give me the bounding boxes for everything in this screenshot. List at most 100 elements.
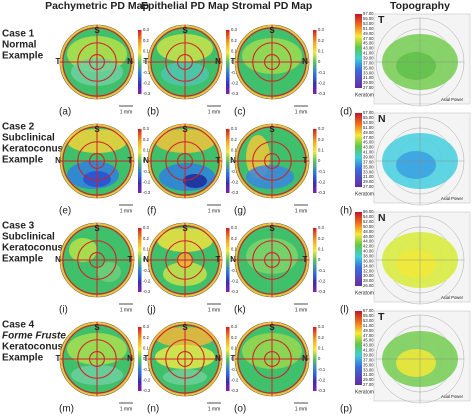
pd-scale-label: 0 (143, 59, 146, 64)
pd-scale-label: -0.3 (318, 91, 326, 96)
pd-scale-label: -0.2 (318, 179, 326, 184)
keratometric-label: Keratometric (355, 92, 384, 98)
topo-region (396, 52, 436, 80)
column-header: Stromal PD Map (232, 0, 313, 12)
meridian-label: T (231, 57, 236, 66)
pd-scale-label: -0.3 (318, 190, 326, 195)
pd-scale-label: -0.1 (318, 367, 326, 372)
topo-scale-label: 44.00 (363, 239, 374, 244)
topo-scale-label: 29.00 (363, 377, 374, 382)
pd-colorbar (138, 327, 142, 391)
panel-letter: (e) (59, 206, 71, 217)
panel-letter: (l) (340, 305, 349, 316)
pd-scale-label: -0.2 (143, 377, 151, 382)
topo-scale-label: 35.00 (363, 164, 374, 169)
pd-scale-label: -0.3 (143, 190, 151, 195)
topo-scale-label: 49.00 (363, 328, 374, 333)
topo-scale-label: 41.00 (363, 150, 374, 155)
pd-colorbar (313, 129, 317, 193)
topo-scale-label: 47.00 (363, 135, 374, 140)
pd-scale-label: 0.3 (318, 126, 324, 131)
pd-scale-label: 0.3 (318, 225, 324, 230)
row-label: Case 4 (2, 320, 35, 331)
pd-scale-label: -0.1 (318, 70, 326, 75)
meridian-label: N (230, 255, 236, 264)
topo-colorbar (355, 311, 362, 385)
meridian-label: N (302, 354, 308, 363)
pd-scale-label: 0 (318, 158, 321, 163)
scale-bar-label: 1 mm (120, 109, 133, 115)
topo-scale-label: 33.00 (363, 70, 374, 75)
topo-scale-label: 30.00 (363, 273, 374, 278)
meridian-label: S (269, 323, 275, 332)
pd-colorbar (226, 327, 230, 391)
topo-scale-label: 45.00 (363, 338, 374, 343)
pd-map (234, 222, 310, 298)
topo-scale-label: 54.00 (363, 214, 374, 219)
meridian-label: T (144, 57, 149, 66)
topo-scale-label: 51.00 (363, 125, 374, 130)
pd-scale-label: -0.3 (143, 91, 151, 96)
pd-scale-label: 0.3 (231, 126, 237, 131)
pd-scale-label: -0.2 (318, 278, 326, 283)
topo-scale-label: 37.00 (363, 60, 374, 65)
row-label: Example (2, 51, 44, 62)
pd-colorbar (313, 228, 317, 292)
panel-letter: (g) (234, 206, 246, 217)
pd-colorbar (226, 30, 230, 94)
meridian-label: S (182, 26, 188, 35)
topo-scale-label: 47.00 (363, 333, 374, 338)
pd-scale-label: -0.3 (318, 289, 326, 294)
meridian-label: S (94, 224, 100, 233)
pd-scale-label: -0.1 (318, 268, 326, 273)
topo-scale-label: 36.00 (363, 258, 374, 263)
pd-colorbar (138, 129, 142, 193)
pd-scale-label: -0.1 (231, 367, 239, 372)
pd-map (234, 321, 310, 397)
pd-scale-label: -0.3 (231, 190, 239, 195)
meridian-label: N (143, 255, 149, 264)
pd-scale-label: 0 (143, 257, 146, 262)
row-label: Keratoconus (2, 243, 64, 254)
panel-letter: (k) (234, 305, 246, 316)
meridian-label: T (56, 57, 61, 66)
meridian-label: T (216, 156, 221, 165)
topo-scale-label: 39.00 (363, 155, 374, 160)
panel-letter: (o) (234, 404, 246, 415)
pd-scale-label: 0 (318, 59, 321, 64)
pd-scale-label: 0 (231, 257, 234, 262)
pd-map (234, 123, 310, 199)
pd-scale-label: -0.3 (143, 388, 151, 393)
pd-scale-label: 0.3 (231, 324, 237, 329)
meridian-label: S (94, 323, 100, 332)
pd-scale-label: -0.2 (143, 80, 151, 85)
scale-bar-label: 1 mm (120, 208, 133, 214)
pd-scale-label: 0 (231, 59, 234, 64)
map-region (183, 174, 207, 188)
pd-map (59, 123, 135, 199)
meridian-label: S (269, 224, 275, 233)
topo-scale-label: 55.00 (363, 313, 374, 318)
meridian-label: N (302, 57, 308, 66)
pd-scale-label: 0.1 (231, 48, 237, 53)
pd-scale-label: 0 (143, 158, 146, 163)
topo-scale-label: 55.00 (363, 16, 374, 21)
meridian-label: S (182, 323, 188, 332)
meridian-label: S (182, 125, 188, 134)
pd-colorbar (226, 129, 230, 193)
topo-scale-label: 35.00 (363, 362, 374, 367)
topo-scale-label: 43.00 (363, 46, 374, 51)
pd-scale-label: 0.3 (143, 27, 149, 32)
pd-scale-label: -0.2 (318, 80, 326, 85)
topo-scale-label: 51.00 (363, 26, 374, 31)
topo-orientation: T (378, 311, 385, 323)
meridian-label: N (55, 255, 61, 264)
pd-scale-label: 0 (231, 158, 234, 163)
pd-map (59, 222, 135, 298)
pd-map (147, 24, 223, 100)
meridian-label: T (56, 354, 61, 363)
meridian-label: T (231, 354, 236, 363)
column-header: Epithelial PD Map (141, 0, 229, 12)
topo-scale-label: 27.00 (363, 184, 374, 189)
row-label: Keratoconus (2, 144, 64, 155)
